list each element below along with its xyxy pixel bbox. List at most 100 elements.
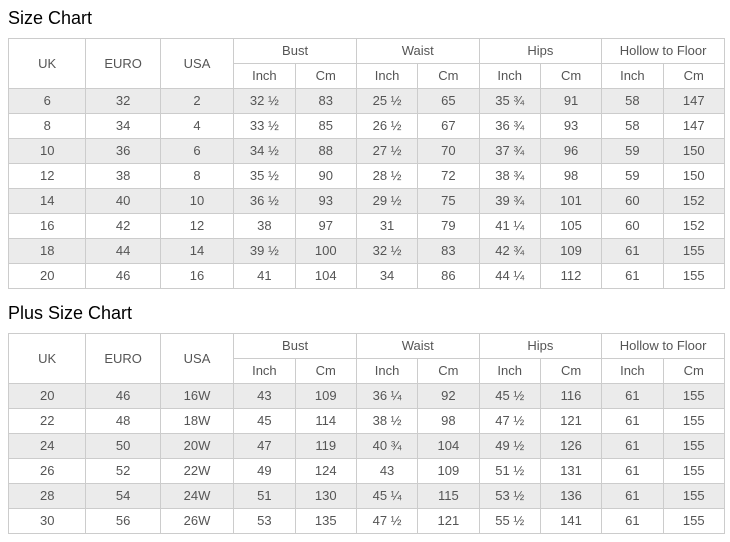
table-cell: 45 ½ xyxy=(478,383,541,409)
table-cell: 155 xyxy=(662,408,726,434)
table-cell: 152 xyxy=(662,213,726,239)
table-row: 18 44 14 39 ½ 100 32 ½ 83 42 ¾ 109 61 155 xyxy=(7,238,726,264)
table-cell: 25 ½ xyxy=(355,88,419,114)
size-chart-section: Size Chart UK EURO USA Bust Waist Hips H… xyxy=(7,8,726,289)
table-cell: 47 ½ xyxy=(478,408,541,434)
table-cell: 83 xyxy=(294,88,357,114)
header-unit-inch: Inch xyxy=(478,63,541,89)
table-cell: 22W xyxy=(159,458,235,484)
table-row: 6 32 2 32 ½ 83 25 ½ 65 35 ¾ 91 58 147 xyxy=(7,88,726,114)
table-cell: 38 xyxy=(233,213,296,239)
table-cell: 61 xyxy=(601,433,664,459)
header-unit-cm: Cm xyxy=(539,358,603,384)
table-cell: 131 xyxy=(539,458,603,484)
header-euro: EURO xyxy=(85,333,161,384)
table-cell: 46 xyxy=(85,383,161,409)
table-cell: 119 xyxy=(294,433,357,459)
table-row: 16 42 12 38 97 31 79 41 ¼ 105 60 152 xyxy=(7,213,726,239)
table-cell: 32 ½ xyxy=(233,88,296,114)
table-cell: 40 xyxy=(85,188,161,214)
table-cell: 109 xyxy=(539,238,603,264)
table-cell: 155 xyxy=(662,458,726,484)
table-cell: 36 ¾ xyxy=(478,113,541,139)
table-cell: 59 xyxy=(601,138,664,164)
table-cell: 40 ¾ xyxy=(355,433,419,459)
table-cell: 92 xyxy=(417,383,480,409)
table-cell: 105 xyxy=(539,213,603,239)
header-group-waist: Waist xyxy=(355,333,480,359)
header-usa: USA xyxy=(159,38,235,89)
table-cell: 34 xyxy=(85,113,161,139)
table-cell: 16 xyxy=(7,213,87,239)
table-cell: 112 xyxy=(539,263,603,289)
header-group-hollow-to-floor: Hollow to Floor xyxy=(601,333,725,359)
header-euro: EURO xyxy=(85,38,161,89)
header-unit-inch: Inch xyxy=(478,358,541,384)
table-cell: 18W xyxy=(159,408,235,434)
table-row: 20 46 16 41 104 34 86 44 ¼ 112 61 155 xyxy=(7,263,726,289)
table-cell: 53 ½ xyxy=(478,483,541,509)
table-cell: 61 xyxy=(601,458,664,484)
table-cell: 39 ½ xyxy=(233,238,296,264)
table-cell: 83 xyxy=(417,238,480,264)
table-cell: 121 xyxy=(539,408,603,434)
table-cell: 29 ½ xyxy=(355,188,419,214)
table-cell: 100 xyxy=(294,238,357,264)
table-cell: 20 xyxy=(7,383,87,409)
table-cell: 124 xyxy=(294,458,357,484)
table-cell: 150 xyxy=(662,163,726,189)
table-cell: 97 xyxy=(294,213,357,239)
table-cell: 58 xyxy=(601,113,664,139)
table-cell: 61 xyxy=(601,383,664,409)
table-cell: 147 xyxy=(662,113,726,139)
table-cell: 45 xyxy=(233,408,296,434)
table-cell: 58 xyxy=(601,88,664,114)
table-cell: 104 xyxy=(417,433,480,459)
header-unit-cm: Cm xyxy=(662,63,726,89)
table-cell: 22 xyxy=(7,408,87,434)
header-unit-cm: Cm xyxy=(417,358,480,384)
header-group-hollow-to-floor: Hollow to Floor xyxy=(601,38,725,64)
table-cell: 155 xyxy=(662,383,726,409)
table-cell: 67 xyxy=(417,113,480,139)
table-cell: 14 xyxy=(7,188,87,214)
table-cell: 51 ½ xyxy=(478,458,541,484)
header-row-groups: UK EURO USA Bust Waist Hips Hollow to Fl… xyxy=(7,333,725,384)
header-row-groups: UK EURO USA Bust Waist Hips Hollow to Fl… xyxy=(7,38,725,89)
table-cell: 126 xyxy=(539,433,603,459)
table-cell: 114 xyxy=(294,408,357,434)
table-cell: 104 xyxy=(294,263,357,289)
table-cell: 24 xyxy=(7,433,87,459)
table-cell: 91 xyxy=(539,88,603,114)
table-cell: 61 xyxy=(601,263,664,289)
table-cell: 12 xyxy=(7,163,87,189)
header-unit-cm: Cm xyxy=(294,63,357,89)
table-cell: 61 xyxy=(601,483,664,509)
table-cell: 35 ¾ xyxy=(478,88,541,114)
table-cell: 61 xyxy=(601,238,664,264)
table-cell: 43 xyxy=(233,383,296,409)
table-cell: 98 xyxy=(539,163,603,189)
table-cell: 32 xyxy=(85,88,161,114)
table-cell: 98 xyxy=(417,408,480,434)
header-unit-cm: Cm xyxy=(539,63,603,89)
header-unit-inch: Inch xyxy=(355,358,419,384)
header-row-units: Inch Cm Inch Cm Inch Cm Inch Cm xyxy=(9,358,726,384)
table-cell: 2 xyxy=(159,88,235,114)
table-cell: 6 xyxy=(159,138,235,164)
table-cell: 79 xyxy=(417,213,480,239)
table-cell: 41 xyxy=(233,263,296,289)
table-row: 24 50 20W 47 119 40 ¾ 104 49 ½ 126 61 155 xyxy=(7,433,726,459)
table-cell: 16W xyxy=(159,383,235,409)
table-cell: 109 xyxy=(417,458,480,484)
header-uk: UK xyxy=(7,333,87,384)
table-cell: 155 xyxy=(662,238,726,264)
table-cell: 90 xyxy=(294,163,357,189)
table-cell: 93 xyxy=(294,188,357,214)
plus-size-chart-section: Plus Size Chart UK EURO USA Bust Waist H… xyxy=(7,303,726,534)
table-cell: 38 ¾ xyxy=(478,163,541,189)
table-row: 20 46 16W 43 109 36 ¼ 92 45 ½ 116 61 155 xyxy=(7,383,726,409)
header-unit-inch: Inch xyxy=(601,63,664,89)
table-cell: 109 xyxy=(294,383,357,409)
table-cell: 136 xyxy=(539,483,603,509)
